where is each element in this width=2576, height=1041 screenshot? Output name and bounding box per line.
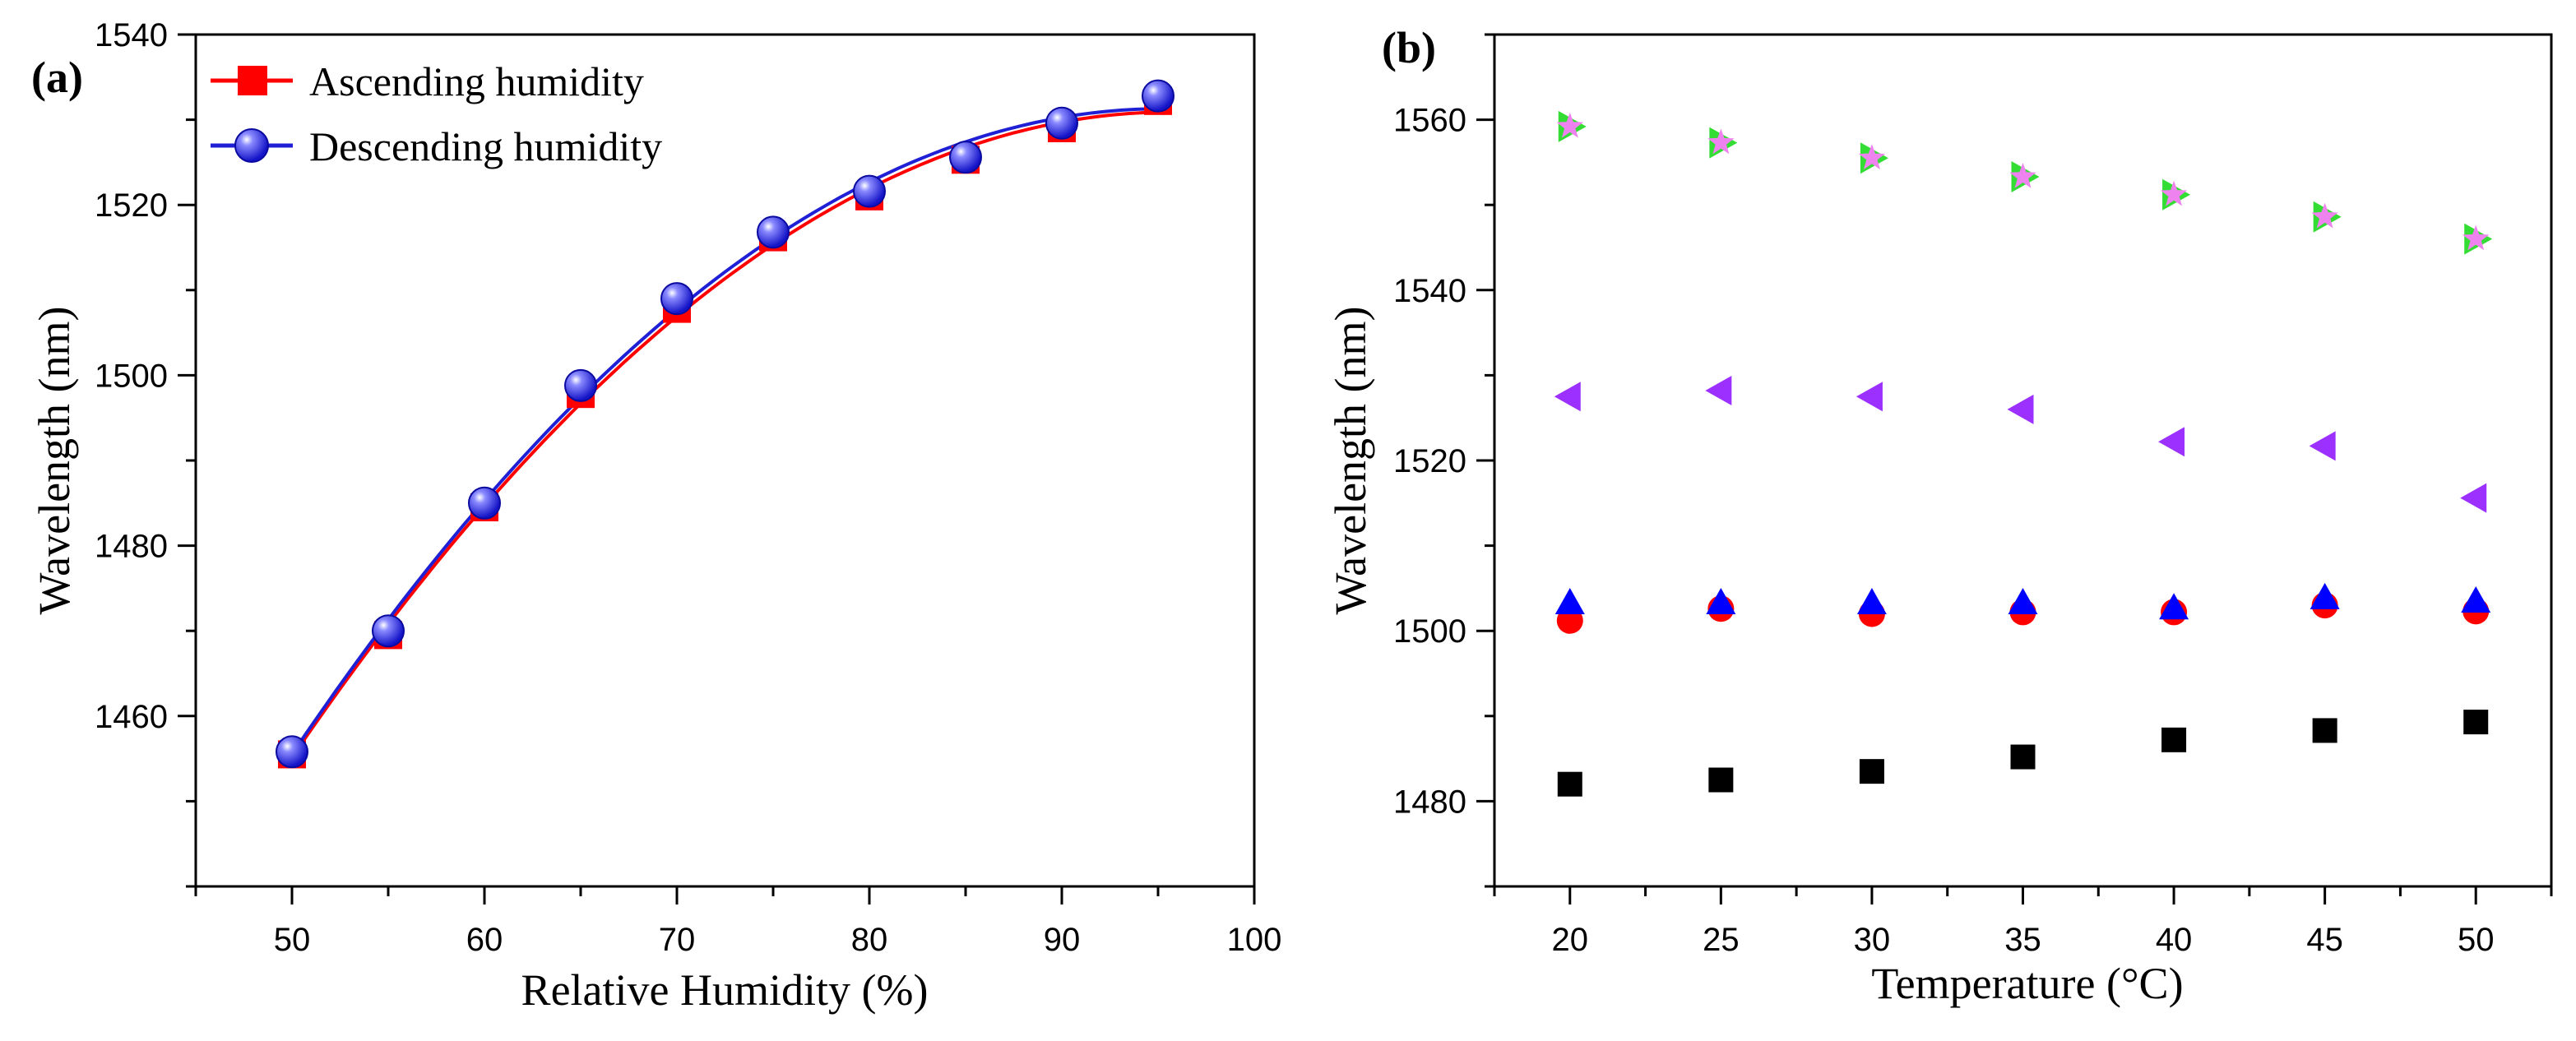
purple-triangle-point <box>1856 382 1883 412</box>
pink-star-point <box>2160 180 2188 206</box>
pink-star-point <box>1556 112 1583 138</box>
panel-b-x-tick-label: 30 <box>1854 922 1891 958</box>
descending-data-point <box>564 368 597 402</box>
panel-a-y-tick-labels: 1460 1480 1500 1520 1540 <box>95 17 168 735</box>
legend-ascending-marker <box>238 66 267 95</box>
descending-data-point <box>949 141 982 174</box>
purple-triangle-point <box>2158 427 2185 457</box>
panel-b-x-tick-label: 40 <box>2156 922 2193 958</box>
descending-data-point <box>853 174 886 208</box>
descending-data-point <box>1045 106 1078 140</box>
panel-a-x-tick-label: 70 <box>659 922 696 958</box>
pink-star-point <box>2009 163 2036 188</box>
panel-a-y-tick-label: 1500 <box>95 358 168 394</box>
panel-a-fit-curves <box>290 107 1159 759</box>
panel-b-label: (b) <box>1382 23 1436 72</box>
panel-b-axis-ticks <box>1476 33 2553 905</box>
purple-triangle-point <box>2460 483 2487 513</box>
panel-b-y-tick-label: 1500 <box>1393 613 1466 650</box>
panel-b-x-tick-labels: 20 25 30 35 40 45 50 <box>1552 922 2495 958</box>
panel-a-x-tick-label: 90 <box>1044 922 1081 958</box>
panel-a-axis-ticks <box>178 33 1256 905</box>
panel-a-label: (a) <box>31 53 83 102</box>
legend-ascending-label: Ascending humidity <box>309 58 644 104</box>
panel-b-y-axis-title: Wavelength (nm) <box>1326 306 1375 614</box>
pink-star-point <box>1707 128 1735 155</box>
blue-triangle-point <box>2159 593 2189 620</box>
blue-triangle-point <box>2008 588 2038 615</box>
black-square-point <box>2463 710 2489 735</box>
panel-a-y-tick-label: 1540 <box>95 17 168 53</box>
descending-data-point <box>276 735 308 769</box>
fit-curve-descending <box>290 107 1159 756</box>
panel-b-y-tick-label: 1520 <box>1393 443 1466 479</box>
descending-data-point <box>1142 79 1174 113</box>
panel-b-x-tick-label: 20 <box>1552 922 1589 958</box>
black-square-point <box>2010 744 2036 770</box>
panel-b-x-tick-label: 25 <box>1703 922 1740 958</box>
panel-b-temperature-chart: 20 25 30 35 40 45 50 1480 1500 1520 1540… <box>1326 23 2553 1008</box>
purple-triangle-point <box>1554 382 1581 412</box>
black-square-point <box>1557 771 1582 797</box>
panel-b-y-tick-labels: 1480 1500 1520 1540 1560 <box>1393 103 1466 821</box>
pink-star-point <box>2462 224 2490 251</box>
blue-triangle-point <box>1554 588 1585 615</box>
descending-data-point <box>757 215 790 249</box>
black-square-point <box>2161 727 2187 752</box>
black-square-point <box>1708 767 1734 793</box>
purple-triangle-point <box>2309 431 2336 461</box>
purple-triangle-point <box>1705 376 1732 406</box>
panel-a-y-tick-label: 1520 <box>95 187 168 224</box>
panel-b-x-tick-label: 35 <box>2004 922 2041 958</box>
descending-data-point <box>468 486 501 520</box>
panel-a-humidity-chart: 50 60 70 80 90 100 1460 1480 1500 1520 1… <box>30 17 1281 1015</box>
panel-b-y-tick-label: 1540 <box>1393 273 1466 309</box>
fit-curve-ascending <box>290 110 1159 759</box>
panel-a-x-tick-label: 100 <box>1227 922 1282 958</box>
purple-triangle-point <box>2007 394 2034 424</box>
blue-triangle-point <box>2310 582 2340 609</box>
panel-b-x-axis-title: Temperature (°C) <box>1871 959 2183 1008</box>
legend-descending-marker <box>234 128 269 163</box>
panel-a-x-tick-labels: 50 60 70 80 90 100 <box>274 922 1282 958</box>
black-square-point <box>1859 759 1884 784</box>
pink-star-point <box>2311 202 2338 229</box>
panel-a-x-axis-title: Relative Humidity (%) <box>521 965 929 1015</box>
panel-b-x-tick-label: 45 <box>2306 922 2343 958</box>
panel-a-x-tick-label: 60 <box>466 922 503 958</box>
panel-b-y-tick-label: 1560 <box>1393 103 1466 139</box>
black-square-point <box>2312 718 2337 743</box>
blue-triangle-point <box>2461 585 2491 613</box>
descending-data-point <box>660 282 693 316</box>
panel-a-data-markers <box>276 79 1174 769</box>
panel-a-x-tick-label: 80 <box>851 922 888 958</box>
blue-triangle-point <box>1856 588 1887 615</box>
blue-triangle-point <box>1706 588 1736 615</box>
legend-descending-label: Descending humidity <box>309 123 662 169</box>
panel-a-y-tick-label: 1480 <box>95 529 168 565</box>
panel-a-y-axis-title: Wavelength (nm) <box>30 306 79 614</box>
panel-a-legend: Ascending humidity Descending humidity <box>211 58 662 169</box>
panel-b-data-markers <box>1554 110 2493 797</box>
panel-a-y-tick-label: 1460 <box>95 699 168 735</box>
descending-data-point <box>372 614 405 648</box>
panel-a-x-tick-label: 50 <box>274 922 311 958</box>
panel-b-x-tick-label: 50 <box>2458 922 2495 958</box>
pink-star-point <box>1858 144 1886 169</box>
panel-b-y-tick-label: 1480 <box>1393 784 1466 820</box>
